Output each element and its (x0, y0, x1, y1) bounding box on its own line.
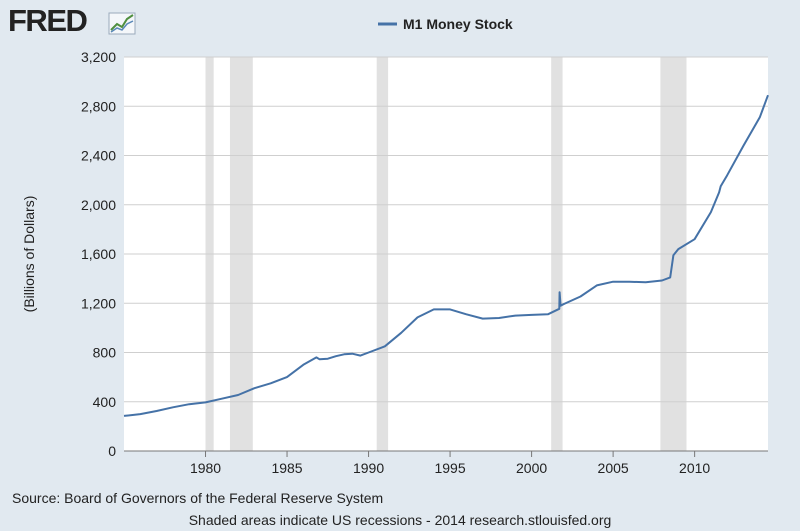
fred-logo-icon: FRED (8, 3, 136, 38)
x-tick-label: 2005 (598, 460, 629, 476)
y-axis-label: (Billions of Dollars) (21, 196, 37, 313)
x-tick-label: 2010 (679, 460, 710, 476)
fred-graph-line-blue (110, 20, 134, 33)
legend-label: M1 Money Stock (403, 16, 513, 32)
fred-graph-line-green (110, 14, 134, 31)
y-tick-label: 400 (93, 394, 117, 410)
source-text: Source: Board of Governors of the Federa… (12, 490, 384, 506)
y-tick-label: 0 (108, 443, 116, 459)
recession-note: Shaded areas indicate US recessions - 20… (188, 512, 612, 528)
series-line (123, 94, 769, 417)
fred-logo-text: FRED (8, 4, 88, 36)
y-tick-label: 800 (93, 345, 117, 361)
y-tick-label: 1,200 (81, 295, 116, 311)
y-tick-label: 1,600 (81, 246, 116, 262)
y-tick-label: 3,200 (81, 49, 116, 65)
y-tick-label: 2,400 (81, 148, 116, 164)
y-tick-label: 2,800 (81, 98, 116, 114)
fred-logo[interactable]: FRED (8, 3, 138, 41)
x-tick-label: 1990 (353, 460, 384, 476)
y-tick-label: 2,000 (81, 197, 116, 213)
x-tick-label: 1995 (434, 460, 465, 476)
x-tick-label: 1980 (190, 460, 221, 476)
x-tick-label: 2000 (516, 460, 547, 476)
x-tick-label: 1985 (271, 460, 302, 476)
